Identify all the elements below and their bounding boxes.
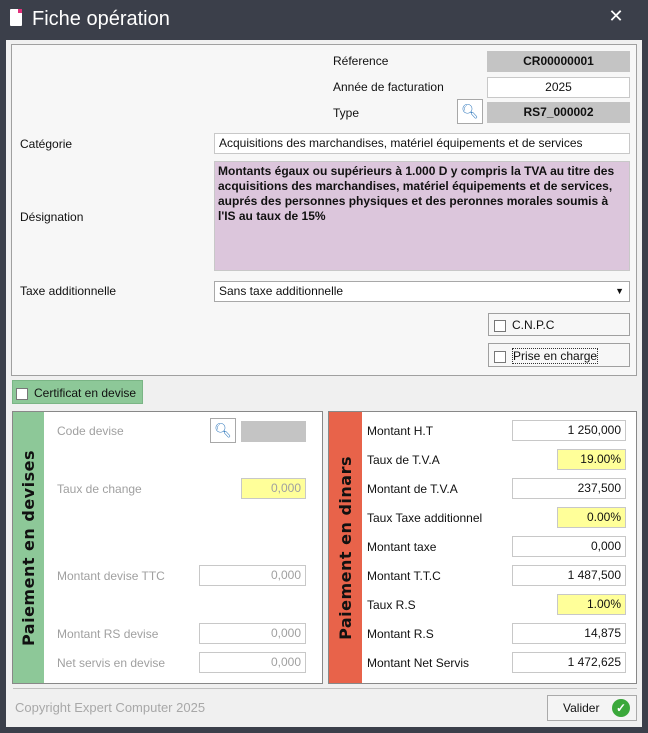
annee-label: Année de facturation <box>333 80 444 94</box>
close-button[interactable]: ✕ <box>608 6 624 26</box>
dinars-row-label: Montant Net Servis <box>367 656 470 670</box>
taxe-select[interactable]: Sans taxe additionnelle ▼ <box>214 281 630 302</box>
dinars-strip: Paiement en dinars <box>329 412 362 683</box>
dinars-row-field[interactable]: 0.00% <box>557 507 626 528</box>
dinars-row-label: Taux Taxe additionnel <box>367 511 483 525</box>
devises-strip: Paiement en devises <box>13 412 44 683</box>
designation-field[interactable]: Montants égaux ou supérieurs à 1.000 D y… <box>214 161 630 271</box>
net-servis-devise-field[interactable]: 0,000 <box>199 652 306 673</box>
chevron-down-icon: ▼ <box>615 286 624 296</box>
dinars-row-label: Taux de T.V.A <box>367 453 440 467</box>
valider-label: Valider <box>563 701 600 715</box>
type-label: Type <box>333 106 360 120</box>
prise-label: Prise en charge <box>512 348 599 364</box>
cnpc-checkbox-box[interactable] <box>494 319 506 332</box>
designation-label: Désignation <box>20 210 84 224</box>
code-devise-field <box>241 421 306 442</box>
montant-rs-devise-label: Montant RS devise <box>57 627 159 641</box>
reference-label: Réference <box>333 54 389 68</box>
taux-change-label: Taux de change <box>57 482 142 496</box>
montant-rs-devise-field[interactable]: 0,000 <box>199 623 306 644</box>
type-field: RS7_000002 <box>487 102 630 123</box>
montant-devise-ttc-field[interactable]: 0,000 <box>199 565 306 586</box>
dinars-row-label: Montant T.T.C <box>367 569 441 583</box>
certificat-label: Certificat en devise <box>34 386 137 400</box>
prise-checkbox-box[interactable] <box>494 350 506 363</box>
prise-en-charge-checkbox[interactable]: Prise en charge <box>488 343 630 367</box>
dinars-row-label: Montant R.S <box>367 627 434 641</box>
code-devise-search-button[interactable]: 🔍︎ <box>210 418 236 443</box>
dinars-row-label: Montant H.T <box>367 424 434 438</box>
net-servis-devise-label: Net servis en devise <box>57 656 166 670</box>
valider-button[interactable]: Valider ✓ <box>547 695 637 721</box>
dinars-row-field[interactable]: 1 250,000 <box>512 420 626 441</box>
dinars-row-label: Taux R.S <box>367 598 416 612</box>
dinars-row-field[interactable]: 1.00% <box>557 594 626 615</box>
search-icon: 🔍︎ <box>214 422 232 438</box>
document-icon <box>10 9 22 26</box>
montant-devise-ttc-label: Montant devise TTC <box>57 569 165 583</box>
copyright-text: Copyright Expert Computer 2025 <box>15 700 206 715</box>
taxe-label: Taxe additionnelle <box>20 284 117 298</box>
dinars-row-field[interactable]: 19.00% <box>557 449 626 470</box>
annee-field[interactable]: 2025 <box>487 77 630 98</box>
cnpc-label: C.N.P.C <box>512 318 555 332</box>
dinars-row-field[interactable]: 1 487,500 <box>512 565 626 586</box>
dinars-title: Paiement en dinars <box>336 455 355 640</box>
window-title: Fiche opération <box>32 8 170 30</box>
cnpc-checkbox[interactable]: C.N.P.C <box>488 313 630 336</box>
type-search-button[interactable]: 🔍︎ <box>457 99 483 124</box>
dinars-row-field[interactable]: 1 472,625 <box>512 652 626 673</box>
check-icon: ✓ <box>612 699 630 717</box>
code-devise-label: Code devise <box>57 424 124 438</box>
devises-title: Paiement en devises <box>19 449 38 646</box>
dinars-row-label: Montant de T.V.A <box>367 482 458 496</box>
dinars-row-field[interactable]: 14,875 <box>512 623 626 644</box>
taux-change-field[interactable]: 0,000 <box>241 478 306 499</box>
taxe-select-value: Sans taxe additionnelle <box>219 284 344 298</box>
dinars-row-field[interactable]: 237,500 <box>512 478 626 499</box>
dinars-row-field[interactable]: 0,000 <box>512 536 626 557</box>
search-icon: 🔍︎ <box>461 103 479 119</box>
certificat-checkbox-box[interactable] <box>16 387 28 400</box>
reference-field: CR00000001 <box>487 51 630 72</box>
categorie-label: Catégorie <box>20 137 73 151</box>
categorie-field[interactable]: Acquisitions des marchandises, matériel … <box>214 133 630 154</box>
dinars-row-label: Montant taxe <box>367 540 437 554</box>
certificat-devise-checkbox[interactable]: Certificat en devise <box>12 380 143 404</box>
footer-divider <box>13 688 637 689</box>
